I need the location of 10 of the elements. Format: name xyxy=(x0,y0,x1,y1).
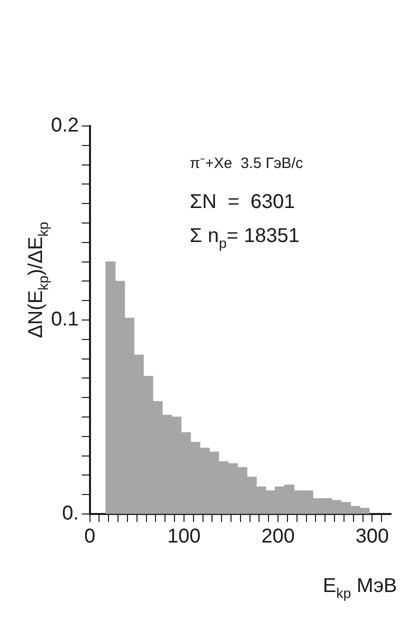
annotation: π⁻+Xe 3.5 ГэВ/с xyxy=(190,155,304,172)
y-tick-label: 0. xyxy=(62,502,79,525)
x-tick-label: 300 xyxy=(355,526,389,548)
annotation: ΣN = 6301 xyxy=(190,191,296,213)
y-tick-label: 0.1 xyxy=(50,308,79,331)
y-tick-label: 0.2 xyxy=(50,114,79,137)
x-tick-label: 100 xyxy=(167,526,201,548)
y-axis-title: ΔN(Ekp)/ΔEkp xyxy=(24,222,51,338)
x-tick-label: 0 xyxy=(84,526,96,548)
x-tick-label: 200 xyxy=(261,526,295,548)
